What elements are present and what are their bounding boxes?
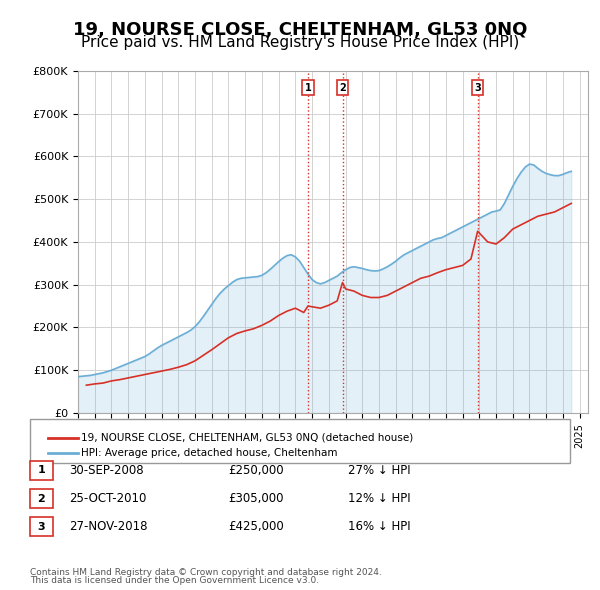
Text: 3: 3 bbox=[474, 83, 481, 93]
Text: 1: 1 bbox=[38, 466, 45, 475]
Text: 19, NOURSE CLOSE, CHELTENHAM, GL53 0NQ: 19, NOURSE CLOSE, CHELTENHAM, GL53 0NQ bbox=[73, 21, 527, 39]
Text: 12% ↓ HPI: 12% ↓ HPI bbox=[348, 492, 410, 505]
Text: £250,000: £250,000 bbox=[228, 464, 284, 477]
Text: £305,000: £305,000 bbox=[228, 492, 284, 505]
Text: Price paid vs. HM Land Registry's House Price Index (HPI): Price paid vs. HM Land Registry's House … bbox=[81, 35, 519, 50]
Text: 3: 3 bbox=[38, 522, 45, 532]
Text: 30-SEP-2008: 30-SEP-2008 bbox=[69, 464, 143, 477]
Text: 16% ↓ HPI: 16% ↓ HPI bbox=[348, 520, 410, 533]
Text: 27% ↓ HPI: 27% ↓ HPI bbox=[348, 464, 410, 477]
Text: 1: 1 bbox=[305, 83, 311, 93]
Text: 2: 2 bbox=[339, 83, 346, 93]
Text: 2: 2 bbox=[38, 494, 45, 503]
Text: £425,000: £425,000 bbox=[228, 520, 284, 533]
Text: 27-NOV-2018: 27-NOV-2018 bbox=[69, 520, 148, 533]
Text: This data is licensed under the Open Government Licence v3.0.: This data is licensed under the Open Gov… bbox=[30, 576, 319, 585]
Text: 25-OCT-2010: 25-OCT-2010 bbox=[69, 492, 146, 505]
Text: 19, NOURSE CLOSE, CHELTENHAM, GL53 0NQ (detached house): 19, NOURSE CLOSE, CHELTENHAM, GL53 0NQ (… bbox=[81, 433, 413, 442]
Text: HPI: Average price, detached house, Cheltenham: HPI: Average price, detached house, Chel… bbox=[81, 448, 337, 458]
Text: Contains HM Land Registry data © Crown copyright and database right 2024.: Contains HM Land Registry data © Crown c… bbox=[30, 568, 382, 577]
